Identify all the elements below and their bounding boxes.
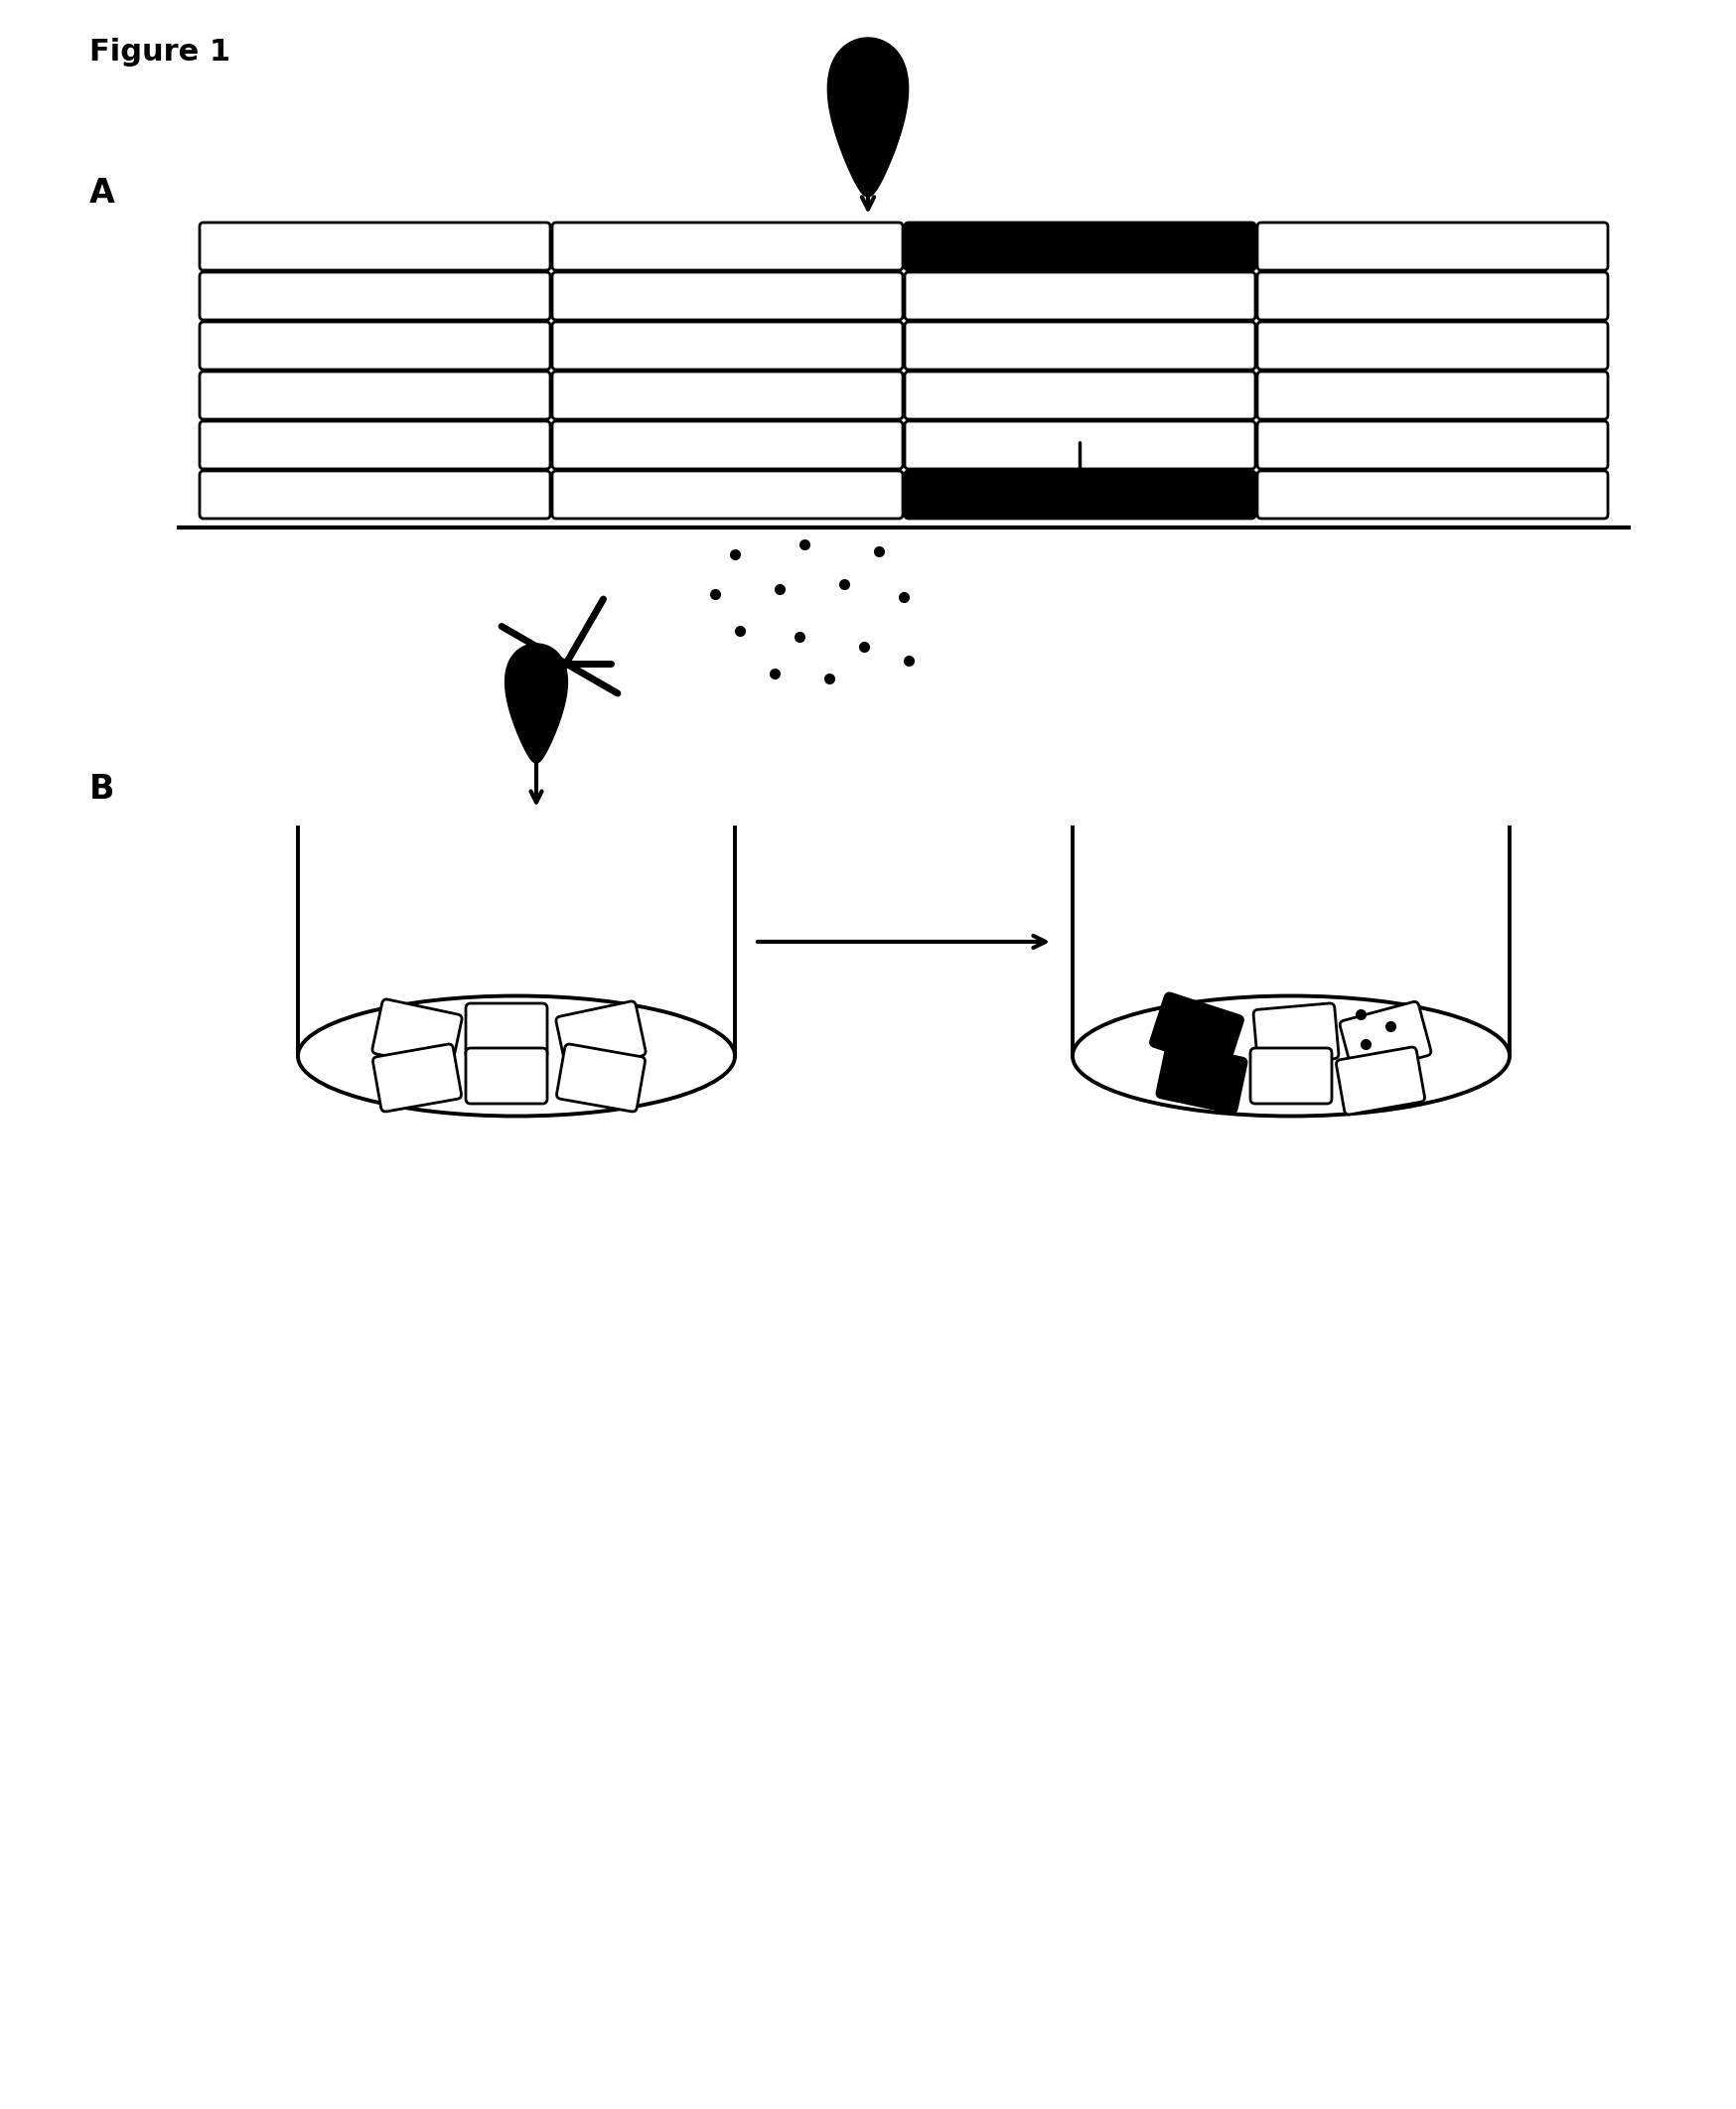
- Polygon shape: [828, 38, 908, 196]
- Text: B: B: [89, 772, 115, 806]
- FancyBboxPatch shape: [557, 1044, 646, 1111]
- FancyBboxPatch shape: [1156, 1044, 1246, 1114]
- Ellipse shape: [299, 995, 734, 1116]
- FancyBboxPatch shape: [1151, 993, 1243, 1069]
- FancyBboxPatch shape: [465, 1048, 547, 1103]
- FancyBboxPatch shape: [200, 470, 550, 519]
- FancyBboxPatch shape: [1257, 224, 1608, 270]
- FancyBboxPatch shape: [552, 422, 903, 468]
- FancyBboxPatch shape: [200, 422, 550, 468]
- FancyBboxPatch shape: [200, 272, 550, 321]
- FancyBboxPatch shape: [1257, 323, 1608, 369]
- FancyBboxPatch shape: [1253, 1004, 1338, 1065]
- Text: A: A: [89, 177, 115, 209]
- FancyBboxPatch shape: [465, 1004, 547, 1059]
- FancyBboxPatch shape: [904, 323, 1255, 369]
- FancyBboxPatch shape: [552, 323, 903, 369]
- Ellipse shape: [1073, 995, 1510, 1116]
- FancyBboxPatch shape: [1337, 1046, 1425, 1114]
- FancyBboxPatch shape: [1257, 272, 1608, 321]
- FancyBboxPatch shape: [1340, 1002, 1430, 1073]
- FancyBboxPatch shape: [373, 1044, 462, 1111]
- FancyBboxPatch shape: [552, 371, 903, 420]
- FancyBboxPatch shape: [904, 470, 1255, 519]
- FancyBboxPatch shape: [556, 1002, 646, 1071]
- FancyBboxPatch shape: [372, 1000, 462, 1069]
- FancyBboxPatch shape: [200, 224, 550, 270]
- FancyBboxPatch shape: [1250, 1048, 1332, 1103]
- FancyBboxPatch shape: [904, 422, 1255, 468]
- FancyBboxPatch shape: [552, 470, 903, 519]
- FancyBboxPatch shape: [1257, 422, 1608, 468]
- FancyBboxPatch shape: [1257, 470, 1608, 519]
- FancyBboxPatch shape: [1257, 371, 1608, 420]
- FancyBboxPatch shape: [904, 272, 1255, 321]
- FancyBboxPatch shape: [552, 272, 903, 321]
- FancyBboxPatch shape: [200, 323, 550, 369]
- FancyBboxPatch shape: [904, 371, 1255, 420]
- Text: Figure 1: Figure 1: [89, 38, 231, 67]
- FancyBboxPatch shape: [904, 224, 1255, 270]
- FancyBboxPatch shape: [200, 371, 550, 420]
- Polygon shape: [505, 643, 568, 763]
- FancyBboxPatch shape: [552, 224, 903, 270]
